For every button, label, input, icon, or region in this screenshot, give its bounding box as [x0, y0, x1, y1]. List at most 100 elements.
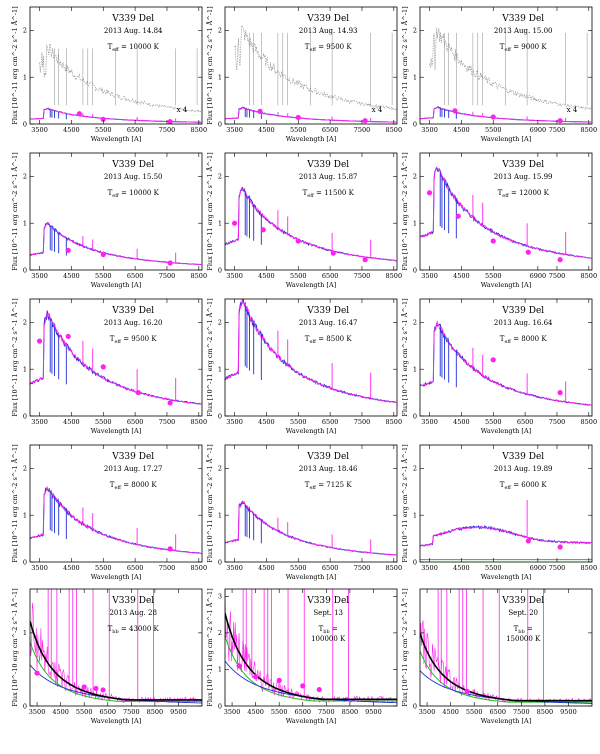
x-tick-label: 3500: [226, 272, 243, 280]
x-axis-label: Wavelength [A]: [481, 135, 531, 143]
temperature-symbol: T: [110, 335, 115, 343]
photometry-point: [100, 251, 106, 258]
x-tick-label: 7500: [318, 708, 335, 716]
panel-title: V339 Del: [306, 306, 349, 316]
x-tick-label: 8500: [581, 126, 598, 134]
temperature-symbol: T: [305, 43, 310, 51]
temperature-label: Teff = 8000 K: [110, 481, 158, 491]
axes-frame: [224, 444, 398, 563]
temperature-symbol: T: [305, 335, 310, 343]
temperature-subscript: eff: [309, 47, 316, 53]
plot-area: [420, 589, 592, 704]
y-axis-label: Flux [10^-11 erg cm^-2 s^-1 Å^-1]: [205, 298, 214, 416]
y-tick-label: 1: [23, 220, 27, 228]
temperature-value: = 8000 K: [511, 335, 547, 343]
axes-frame: [419, 152, 593, 271]
temperature-label: Tbb =: [319, 625, 338, 635]
x-tick-label: 3500: [419, 708, 436, 716]
plot-area: [225, 589, 397, 704]
photometry-point: [295, 114, 301, 121]
x-axis-label: Wavelength [A]: [481, 717, 531, 725]
green-fit-line: [30, 641, 202, 702]
temperature-label: Teff = 8500 K: [305, 335, 353, 345]
observation-date: Sept. 20: [508, 609, 538, 617]
photometry-point: [455, 213, 461, 219]
x-tick-label: 8500: [581, 418, 598, 426]
y-tick-label: 0: [413, 412, 417, 420]
photometry-point: [135, 390, 141, 396]
y-tick-label: 1: [23, 366, 27, 374]
x-tick-label: 4500: [63, 126, 80, 134]
y-tick-label: 0: [218, 266, 222, 274]
y-tick-label: 1: [218, 366, 222, 374]
temperature-value: = 9500 K: [316, 43, 352, 51]
y-axis-label: Flux [10^-11 erg cm^-2 s^-1 Å^-1]: [10, 152, 19, 270]
photometry-point: [93, 685, 99, 692]
y-tick-label: 0: [23, 558, 27, 566]
photometry-point: [36, 338, 43, 344]
axes-frame: [29, 6, 203, 125]
x-tick-label: 6500: [517, 418, 534, 426]
x-axis-label: Wavelength [A]: [481, 573, 531, 581]
x-tick-label: 8500: [386, 564, 403, 572]
observation-date: 2013 Aug. 18.46: [299, 465, 358, 473]
x-tick-label: 8500: [386, 418, 403, 426]
temperature-subscript: eff: [309, 339, 316, 345]
x-tick-label: 9500: [560, 708, 577, 716]
photometry-point: [452, 108, 458, 114]
y-axis-label: Flux [10^-11 erg cm^-2 s^-1 Å^-1]: [10, 6, 19, 124]
y-tick-label: 0: [218, 558, 222, 566]
chart-panel: 0 1 2 3500 4500 5500 6500 7500 8500 Wavelength [A…: [10, 152, 207, 289]
temperature-value: = 9000 K: [511, 43, 547, 51]
y-tick-label: 1: [413, 74, 417, 82]
x-tick-label: 6500: [127, 564, 144, 572]
x-tick-label: 3500: [226, 564, 243, 572]
temperature-subscript: eff: [504, 339, 511, 345]
x-tick-label: 5500: [95, 126, 112, 134]
panel-title: V339 Del: [501, 160, 544, 170]
temperature-symbol: T: [305, 481, 310, 489]
x-tick-label: 3500: [31, 126, 48, 134]
panel-title: V339 Del: [111, 160, 154, 170]
x-tick-label: 3500: [421, 126, 438, 134]
panel-title: V339 Del: [111, 452, 154, 462]
x-tick-label: 6900: [530, 564, 547, 572]
temperature-label: Tbb = 43000 K: [108, 625, 160, 635]
x-tick-label: 8500: [191, 564, 208, 572]
photometry-point: [300, 683, 306, 689]
x-tick-label: 5500: [95, 564, 112, 572]
model-spectrum-line: [30, 312, 202, 405]
y-tick-label: 0: [413, 266, 417, 274]
y-tick-label: 2: [413, 319, 417, 327]
x-tick-label: 4500: [453, 418, 470, 426]
plot-area: [225, 25, 397, 124]
panel-title: V339 Del: [306, 596, 349, 606]
temperature-symbol: T: [500, 43, 505, 51]
axes-frame: [419, 6, 593, 125]
axes-frame: [224, 152, 398, 271]
x-tick-label: 5500: [76, 708, 93, 716]
y-axis-label: Flux [10^-11 erg cm^-2 s^-1 Å^-1]: [400, 588, 409, 706]
y-tick-label: 0: [413, 558, 417, 566]
scaled-spectrum-line: [39, 43, 202, 113]
photometry-point: [557, 390, 563, 396]
x-tick-label: 4500: [442, 708, 459, 716]
x-tick-label: 4500: [52, 708, 69, 716]
temperature-value-line2: 100000 K: [311, 635, 346, 643]
x-tick-label: 3500: [421, 418, 438, 426]
panel-title: V339 Del: [111, 596, 154, 606]
y-tick-label: 1: [413, 366, 417, 374]
x-axis-label: Wavelength [A]: [286, 717, 336, 725]
blackbody-line: [420, 633, 592, 702]
temperature-value: =: [330, 625, 338, 633]
y-tick-label: 0: [23, 412, 27, 420]
plot-area: [30, 221, 202, 266]
photometry-point: [426, 190, 433, 196]
plot-area: [30, 485, 202, 554]
temperature-subscript: eff: [307, 193, 314, 199]
y-tick-label: 0: [23, 266, 27, 274]
y-tick-label: 2: [218, 173, 222, 181]
x-axis-label: Wavelength [A]: [481, 281, 531, 289]
x-tick-label: 6500: [322, 126, 339, 134]
temperature-value: = 9500 K: [121, 335, 157, 343]
